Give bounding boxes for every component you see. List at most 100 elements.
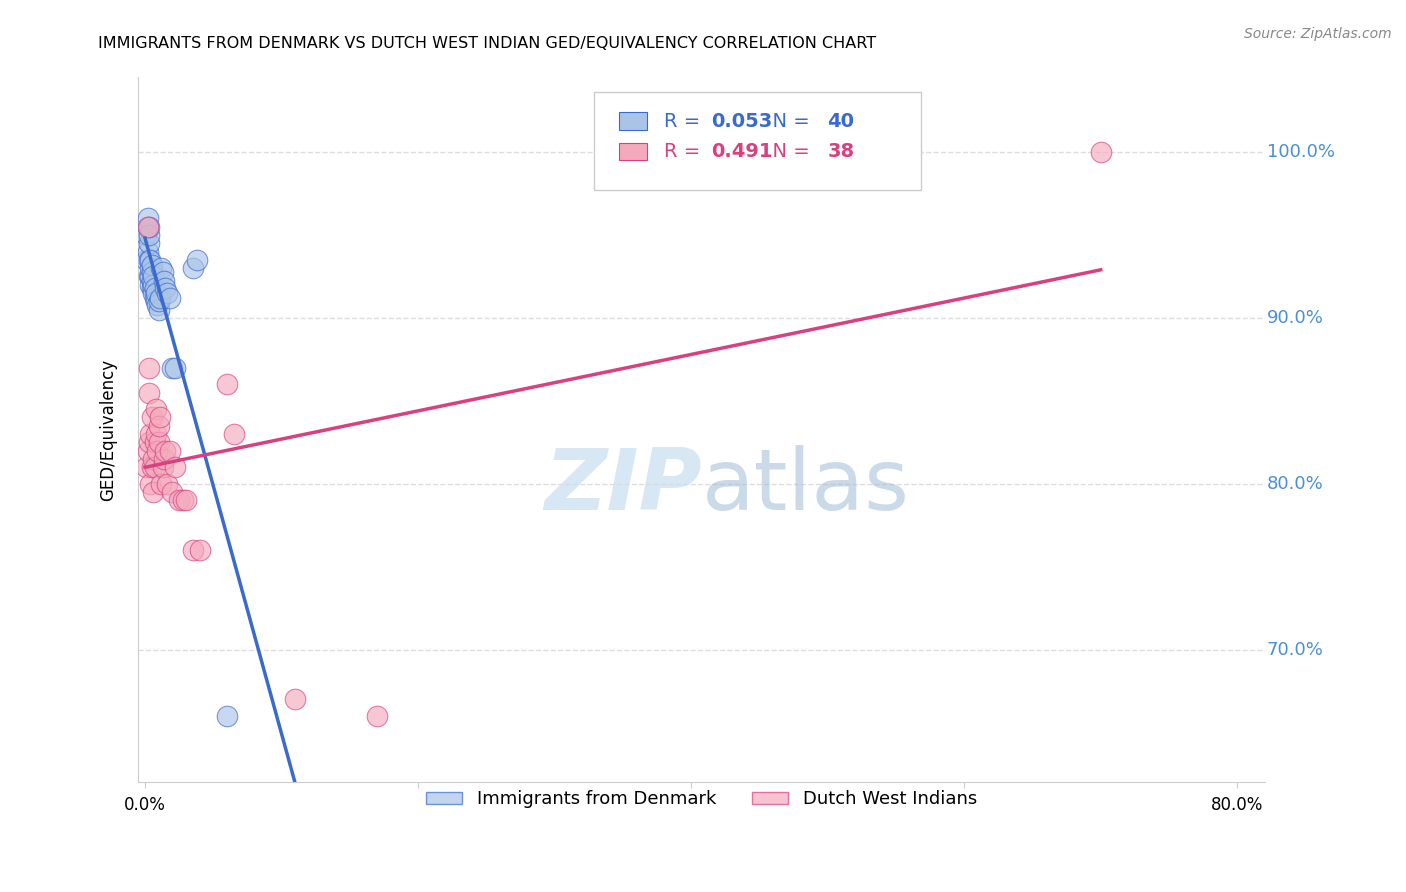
Point bbox=[139, 261, 162, 276]
Point bbox=[135, 252, 157, 267]
Point bbox=[139, 476, 162, 491]
Point bbox=[149, 291, 172, 305]
Point bbox=[165, 360, 187, 375]
Text: Source: ZipAtlas.com: Source: ZipAtlas.com bbox=[1244, 27, 1392, 41]
Point bbox=[138, 252, 160, 267]
Point bbox=[139, 269, 162, 284]
Point bbox=[148, 418, 170, 433]
Point bbox=[142, 277, 165, 292]
Point bbox=[138, 219, 160, 234]
Point bbox=[142, 286, 165, 301]
Point bbox=[139, 427, 162, 442]
Text: 80.0%: 80.0% bbox=[1267, 475, 1323, 492]
Point bbox=[136, 211, 159, 226]
Text: R =: R = bbox=[664, 142, 707, 161]
Point bbox=[150, 476, 173, 491]
Point bbox=[165, 460, 187, 475]
Point bbox=[136, 244, 159, 259]
Point bbox=[150, 261, 173, 276]
Point bbox=[141, 410, 163, 425]
FancyBboxPatch shape bbox=[619, 112, 647, 130]
Point bbox=[143, 281, 166, 295]
Text: 40: 40 bbox=[828, 112, 855, 130]
Point bbox=[156, 286, 179, 301]
Text: IMMIGRANTS FROM DENMARK VS DUTCH WEST INDIAN GED/EQUIVALENCY CORRELATION CHART: IMMIGRANTS FROM DENMARK VS DUTCH WEST IN… bbox=[98, 36, 876, 51]
Y-axis label: GED/Equivalency: GED/Equivalency bbox=[100, 359, 117, 501]
Point bbox=[138, 435, 160, 450]
Point bbox=[152, 264, 174, 278]
Point bbox=[172, 493, 194, 508]
Point bbox=[148, 294, 170, 309]
Text: 100.0%: 100.0% bbox=[1267, 143, 1334, 161]
Point bbox=[141, 264, 163, 278]
Point bbox=[141, 275, 163, 289]
Point bbox=[155, 443, 177, 458]
Point bbox=[142, 485, 165, 500]
Point bbox=[162, 485, 184, 500]
Point bbox=[135, 460, 157, 475]
Point bbox=[174, 493, 197, 508]
Point bbox=[159, 291, 181, 305]
Text: N =: N = bbox=[761, 112, 815, 130]
Point bbox=[186, 252, 208, 267]
Text: 0.053: 0.053 bbox=[711, 112, 773, 130]
Point bbox=[152, 460, 174, 475]
FancyBboxPatch shape bbox=[595, 92, 921, 190]
Point bbox=[143, 291, 166, 305]
Point bbox=[153, 275, 176, 289]
Point bbox=[153, 452, 176, 467]
Text: 0.491: 0.491 bbox=[711, 142, 773, 161]
Point bbox=[366, 709, 388, 723]
Point bbox=[135, 227, 157, 242]
Point bbox=[138, 360, 160, 375]
Point bbox=[136, 219, 159, 234]
Point bbox=[215, 377, 238, 392]
Point bbox=[159, 443, 181, 458]
Point bbox=[156, 476, 179, 491]
Point bbox=[141, 258, 163, 272]
Point bbox=[145, 294, 167, 309]
Text: 38: 38 bbox=[828, 142, 855, 161]
Text: 0.0%: 0.0% bbox=[124, 796, 166, 814]
Point bbox=[138, 236, 160, 251]
Point bbox=[142, 269, 165, 284]
Point bbox=[139, 252, 162, 267]
Point bbox=[155, 281, 177, 295]
Text: atlas: atlas bbox=[702, 445, 910, 528]
Text: 90.0%: 90.0% bbox=[1267, 309, 1323, 327]
Point bbox=[167, 493, 190, 508]
Point bbox=[146, 298, 169, 312]
Point bbox=[1090, 145, 1112, 159]
Point bbox=[222, 427, 245, 442]
Text: R =: R = bbox=[664, 112, 707, 130]
Point bbox=[188, 543, 211, 558]
Point bbox=[141, 281, 163, 295]
FancyBboxPatch shape bbox=[619, 143, 647, 161]
Point bbox=[138, 227, 160, 242]
Point bbox=[141, 460, 163, 475]
Point bbox=[149, 410, 172, 425]
Legend: Immigrants from Denmark, Dutch West Indians: Immigrants from Denmark, Dutch West Indi… bbox=[419, 783, 984, 815]
Point bbox=[146, 443, 169, 458]
Point bbox=[181, 543, 204, 558]
Point bbox=[145, 286, 167, 301]
Point bbox=[142, 452, 165, 467]
Point bbox=[181, 261, 204, 276]
Point bbox=[138, 269, 160, 284]
Text: ZIP: ZIP bbox=[544, 445, 702, 528]
Point bbox=[136, 219, 159, 234]
Point bbox=[215, 709, 238, 723]
Text: 80.0%: 80.0% bbox=[1211, 796, 1264, 814]
Point bbox=[145, 402, 167, 417]
Point bbox=[143, 460, 166, 475]
Text: N =: N = bbox=[761, 142, 815, 161]
Text: 70.0%: 70.0% bbox=[1267, 640, 1323, 658]
Point bbox=[162, 360, 184, 375]
Point bbox=[145, 427, 167, 442]
Point bbox=[136, 443, 159, 458]
Point bbox=[284, 692, 307, 706]
Point bbox=[148, 302, 170, 317]
Point bbox=[139, 277, 162, 292]
Point bbox=[143, 435, 166, 450]
Point bbox=[138, 385, 160, 400]
